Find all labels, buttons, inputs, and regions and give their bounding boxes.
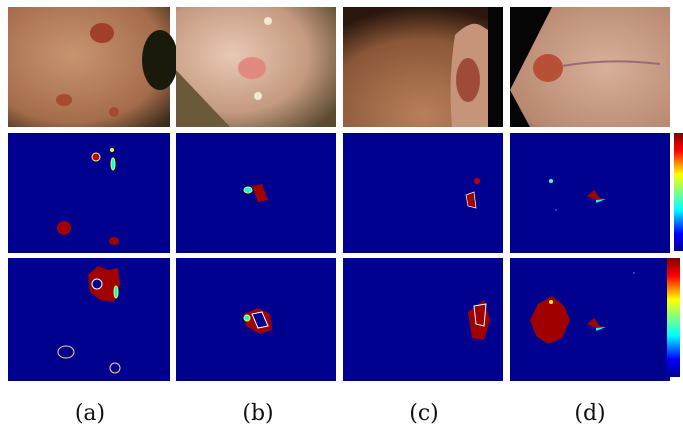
panel-label: (b)	[242, 401, 273, 426]
image-a-shape	[109, 107, 119, 117]
image-b-shape	[238, 57, 266, 79]
heatmap-d-shape	[555, 209, 557, 211]
heatmap-d	[510, 133, 670, 253]
heatmap-c	[343, 133, 503, 253]
heatmap-a-shape	[109, 237, 119, 245]
heatmap-a-shape	[92, 153, 100, 161]
overlay-c	[343, 258, 503, 381]
image-d	[510, 7, 670, 127]
image-c	[343, 7, 503, 127]
image-c-shape	[488, 7, 503, 127]
panel-label: (c)	[409, 401, 439, 426]
overlay-d-shape	[549, 300, 553, 304]
image-c-shape	[456, 58, 480, 102]
image-a-shape	[142, 30, 178, 90]
heatmap-b	[176, 133, 336, 253]
overlay-a-shape	[114, 286, 118, 298]
overlay-b-shape	[244, 315, 250, 321]
overlay-a-shape	[92, 279, 102, 289]
panel-label: (d)	[574, 401, 605, 426]
heatmap-c-shape	[343, 133, 503, 253]
image-d-shape	[533, 54, 563, 82]
overlay-d	[510, 258, 670, 381]
image-a-shape	[56, 94, 72, 106]
figure: (a) (b) (c) (d)	[0, 0, 683, 437]
page: (a) (b) (c) (d) (() => { const data = JS…	[0, 0, 683, 437]
heatmap-d-shape	[549, 179, 553, 183]
image-b-shape	[264, 17, 272, 25]
heatmap-b-shape	[244, 187, 252, 193]
colorbar	[667, 258, 680, 377]
panel-label: (a)	[75, 401, 105, 426]
heatmap-c-shape	[474, 178, 480, 184]
colorbar	[674, 133, 683, 251]
heatmap-a	[8, 133, 170, 253]
overlay-b	[176, 258, 336, 381]
overlay-a	[8, 258, 170, 381]
heatmap-d-shape	[510, 133, 670, 253]
image-b-shape	[254, 92, 262, 100]
heatmap-a-shape	[8, 133, 170, 253]
heatmap-a-shape	[110, 148, 114, 152]
image-a-shape	[90, 23, 114, 43]
image-b	[176, 7, 336, 127]
heatmap-a-shape	[111, 158, 115, 170]
heatmap-a-shape	[57, 221, 71, 235]
image-a	[8, 7, 178, 127]
overlay-d-shape	[633, 272, 635, 274]
